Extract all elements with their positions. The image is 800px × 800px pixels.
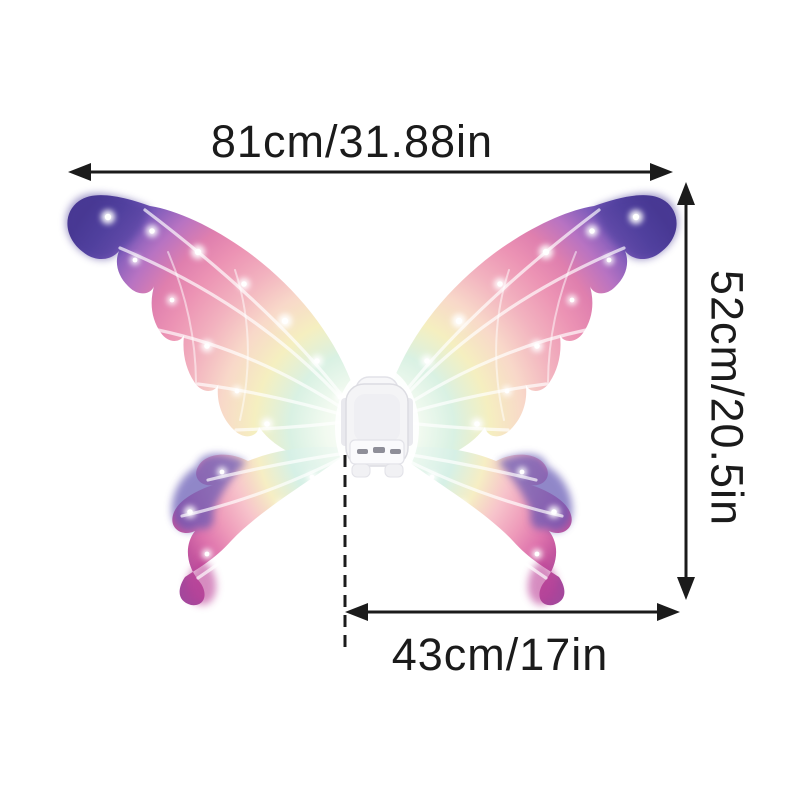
arrowhead-left <box>68 163 91 181</box>
left-wings <box>66 194 362 606</box>
connector-slot <box>357 449 368 454</box>
arrowhead-right <box>657 603 680 621</box>
arrowhead-down <box>677 577 695 600</box>
width-dimension-arrow <box>68 163 673 181</box>
connector-slot <box>373 447 385 453</box>
height-dimension-arrow <box>677 182 695 600</box>
battery-pack <box>341 376 413 478</box>
connector-slot <box>390 449 401 454</box>
wingspan-label: 81cm/31.88in <box>210 116 494 167</box>
lower-width-label: 43cm/17in <box>391 629 609 680</box>
arrowhead-left <box>345 603 368 621</box>
right-wings <box>382 194 678 606</box>
arrowhead-up <box>677 182 695 205</box>
lower-width-dimension-arrow <box>345 603 680 621</box>
arrowhead-right <box>650 163 673 181</box>
height-label: 52cm/20.5in <box>701 269 753 527</box>
